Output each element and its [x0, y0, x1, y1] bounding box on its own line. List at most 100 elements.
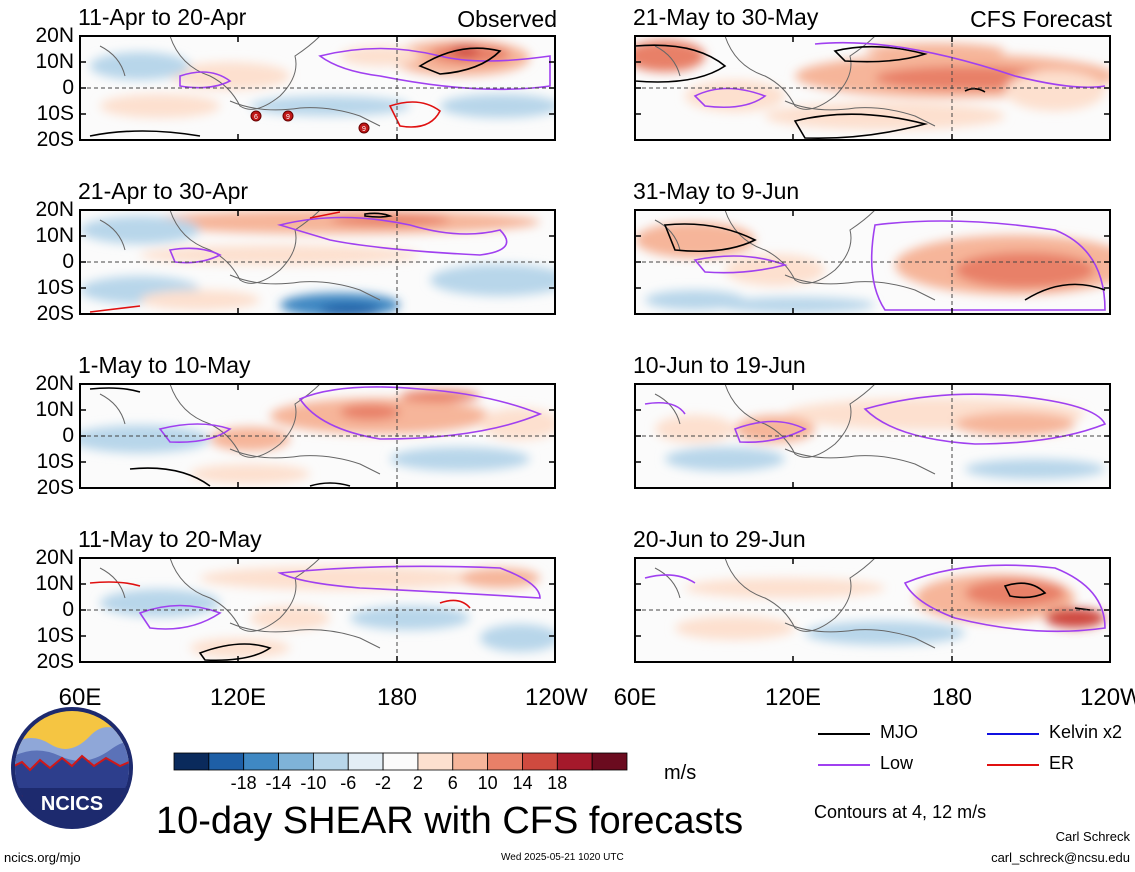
colorbar-tick-label: -10 [300, 773, 327, 793]
legend-label: MJO [880, 722, 918, 742]
storm-marker-label: 9 [362, 126, 366, 133]
anomaly-contour [439, 599, 471, 609]
anomaly-contour [644, 401, 686, 415]
shear-shading [330, 214, 450, 226]
longitude-label: 60E [58, 684, 102, 711]
colorbar-swatch [382, 752, 419, 771]
colorbar-swatch [452, 752, 489, 771]
latitude-label: 0 [62, 250, 74, 273]
colorbar-swatch [347, 752, 384, 771]
latitude-label: 20N [35, 24, 74, 47]
shear-shading [320, 304, 380, 314]
footer-url: ncics.org/mjo [4, 850, 81, 865]
latitude-label: 20S [36, 128, 74, 151]
anomaly-contour [179, 71, 232, 89]
shear-shading [400, 390, 480, 402]
coastline [654, 219, 681, 251]
anomaly-contour [309, 211, 341, 219]
storm-marker-label: 6 [254, 114, 258, 121]
colorbar-tick-label: -6 [340, 773, 357, 793]
colorbar-swatch [487, 752, 523, 771]
shear-shading [340, 404, 400, 420]
shear-shading [340, 46, 420, 66]
shear-shading [805, 621, 965, 645]
panel-tag: CFS Forecast [970, 6, 1112, 32]
shear-shading [190, 464, 310, 484]
longitude-label: 120W [1080, 684, 1135, 711]
latitude-label: 20N [35, 546, 74, 569]
longitude-label: 120W [525, 684, 588, 711]
panel-title: 21-Apr to 30-Apr [78, 178, 249, 204]
panel-title: 11-Apr to 20-Apr [78, 4, 247, 30]
storm-marker-icon [250, 110, 262, 122]
legend-label: Kelvin x2 [1049, 722, 1123, 742]
legend-line [818, 733, 870, 735]
colorbar-tick-label: 6 [447, 773, 458, 793]
shear-shading [390, 447, 530, 471]
latitude-label: 10N [35, 224, 74, 247]
latitude-label: 20S [36, 476, 74, 499]
coastline [99, 567, 126, 599]
ncics-logo: NCICS [11, 707, 133, 829]
anomaly-contour [309, 482, 351, 487]
anomaly-contour [276, 216, 508, 256]
colorbar-tick-label: -2 [375, 773, 392, 793]
coastline [784, 622, 936, 649]
map-panel-p2 [79, 209, 556, 315]
longitude-label: 180 [931, 684, 973, 711]
anomaly-contour [793, 113, 929, 140]
anomaly-contour [138, 604, 222, 630]
longitude-label: 120E [764, 684, 822, 711]
colorbar-swatch [556, 752, 593, 771]
anomaly-contour [89, 305, 141, 313]
panel-title: 31-May to 9-Jun [633, 178, 800, 204]
main-title: 10-day SHEAR with CFS forecasts [156, 800, 744, 842]
shear-shading [480, 624, 555, 652]
legend-line [987, 764, 1039, 766]
latitude-label: 10S [36, 276, 74, 299]
shear-shading [170, 62, 290, 90]
anomaly-contour [364, 212, 393, 218]
anomaly-contour [418, 47, 502, 75]
footer-author: Carl Schreck [1055, 829, 1130, 844]
map-panel-p3 [79, 383, 556, 489]
shear-shading [645, 290, 745, 310]
colorbar-swatch [243, 752, 279, 771]
anomaly-contour [693, 255, 788, 274]
latitude-label: 10N [35, 50, 74, 73]
colorbar-tick-label: 10 [477, 773, 498, 793]
shear-shading [965, 579, 1065, 607]
anomaly-contour [663, 223, 757, 252]
shear-shading [250, 96, 410, 116]
shear-shading [685, 80, 785, 112]
storm-marker-icon [282, 110, 294, 122]
panel-title: 20-Jun to 29-Jun [633, 526, 806, 552]
coastline [99, 393, 126, 425]
coastline [654, 567, 681, 599]
coastline [229, 100, 381, 127]
anomaly-contour [644, 574, 696, 584]
coastline [784, 448, 936, 475]
anomaly-contour [89, 387, 141, 393]
storm-markers: 6 9 9 [250, 110, 370, 134]
anomaly-contour [277, 565, 541, 599]
shear-shading [430, 264, 555, 296]
colorbar-tick-label: -14 [265, 773, 292, 793]
shear-shading [665, 447, 785, 471]
shear-shading [955, 412, 1075, 436]
panel-tag: Observed [457, 6, 557, 32]
map-panel-p8 [634, 557, 1111, 663]
coastline [229, 622, 381, 649]
longitude-label: 60E [613, 684, 657, 711]
colorbar-swatch [591, 752, 628, 771]
shear-shading [100, 589, 220, 617]
latitude-label: 10S [36, 450, 74, 473]
shear-shading [140, 290, 260, 310]
shear-shading [635, 222, 755, 258]
shear-shading [200, 566, 480, 590]
latitude-label: 20N [35, 198, 74, 221]
coastline [229, 448, 381, 475]
coastline [99, 219, 126, 251]
longitude-label: 120E [209, 684, 267, 711]
latitude-label: 0 [62, 424, 74, 447]
